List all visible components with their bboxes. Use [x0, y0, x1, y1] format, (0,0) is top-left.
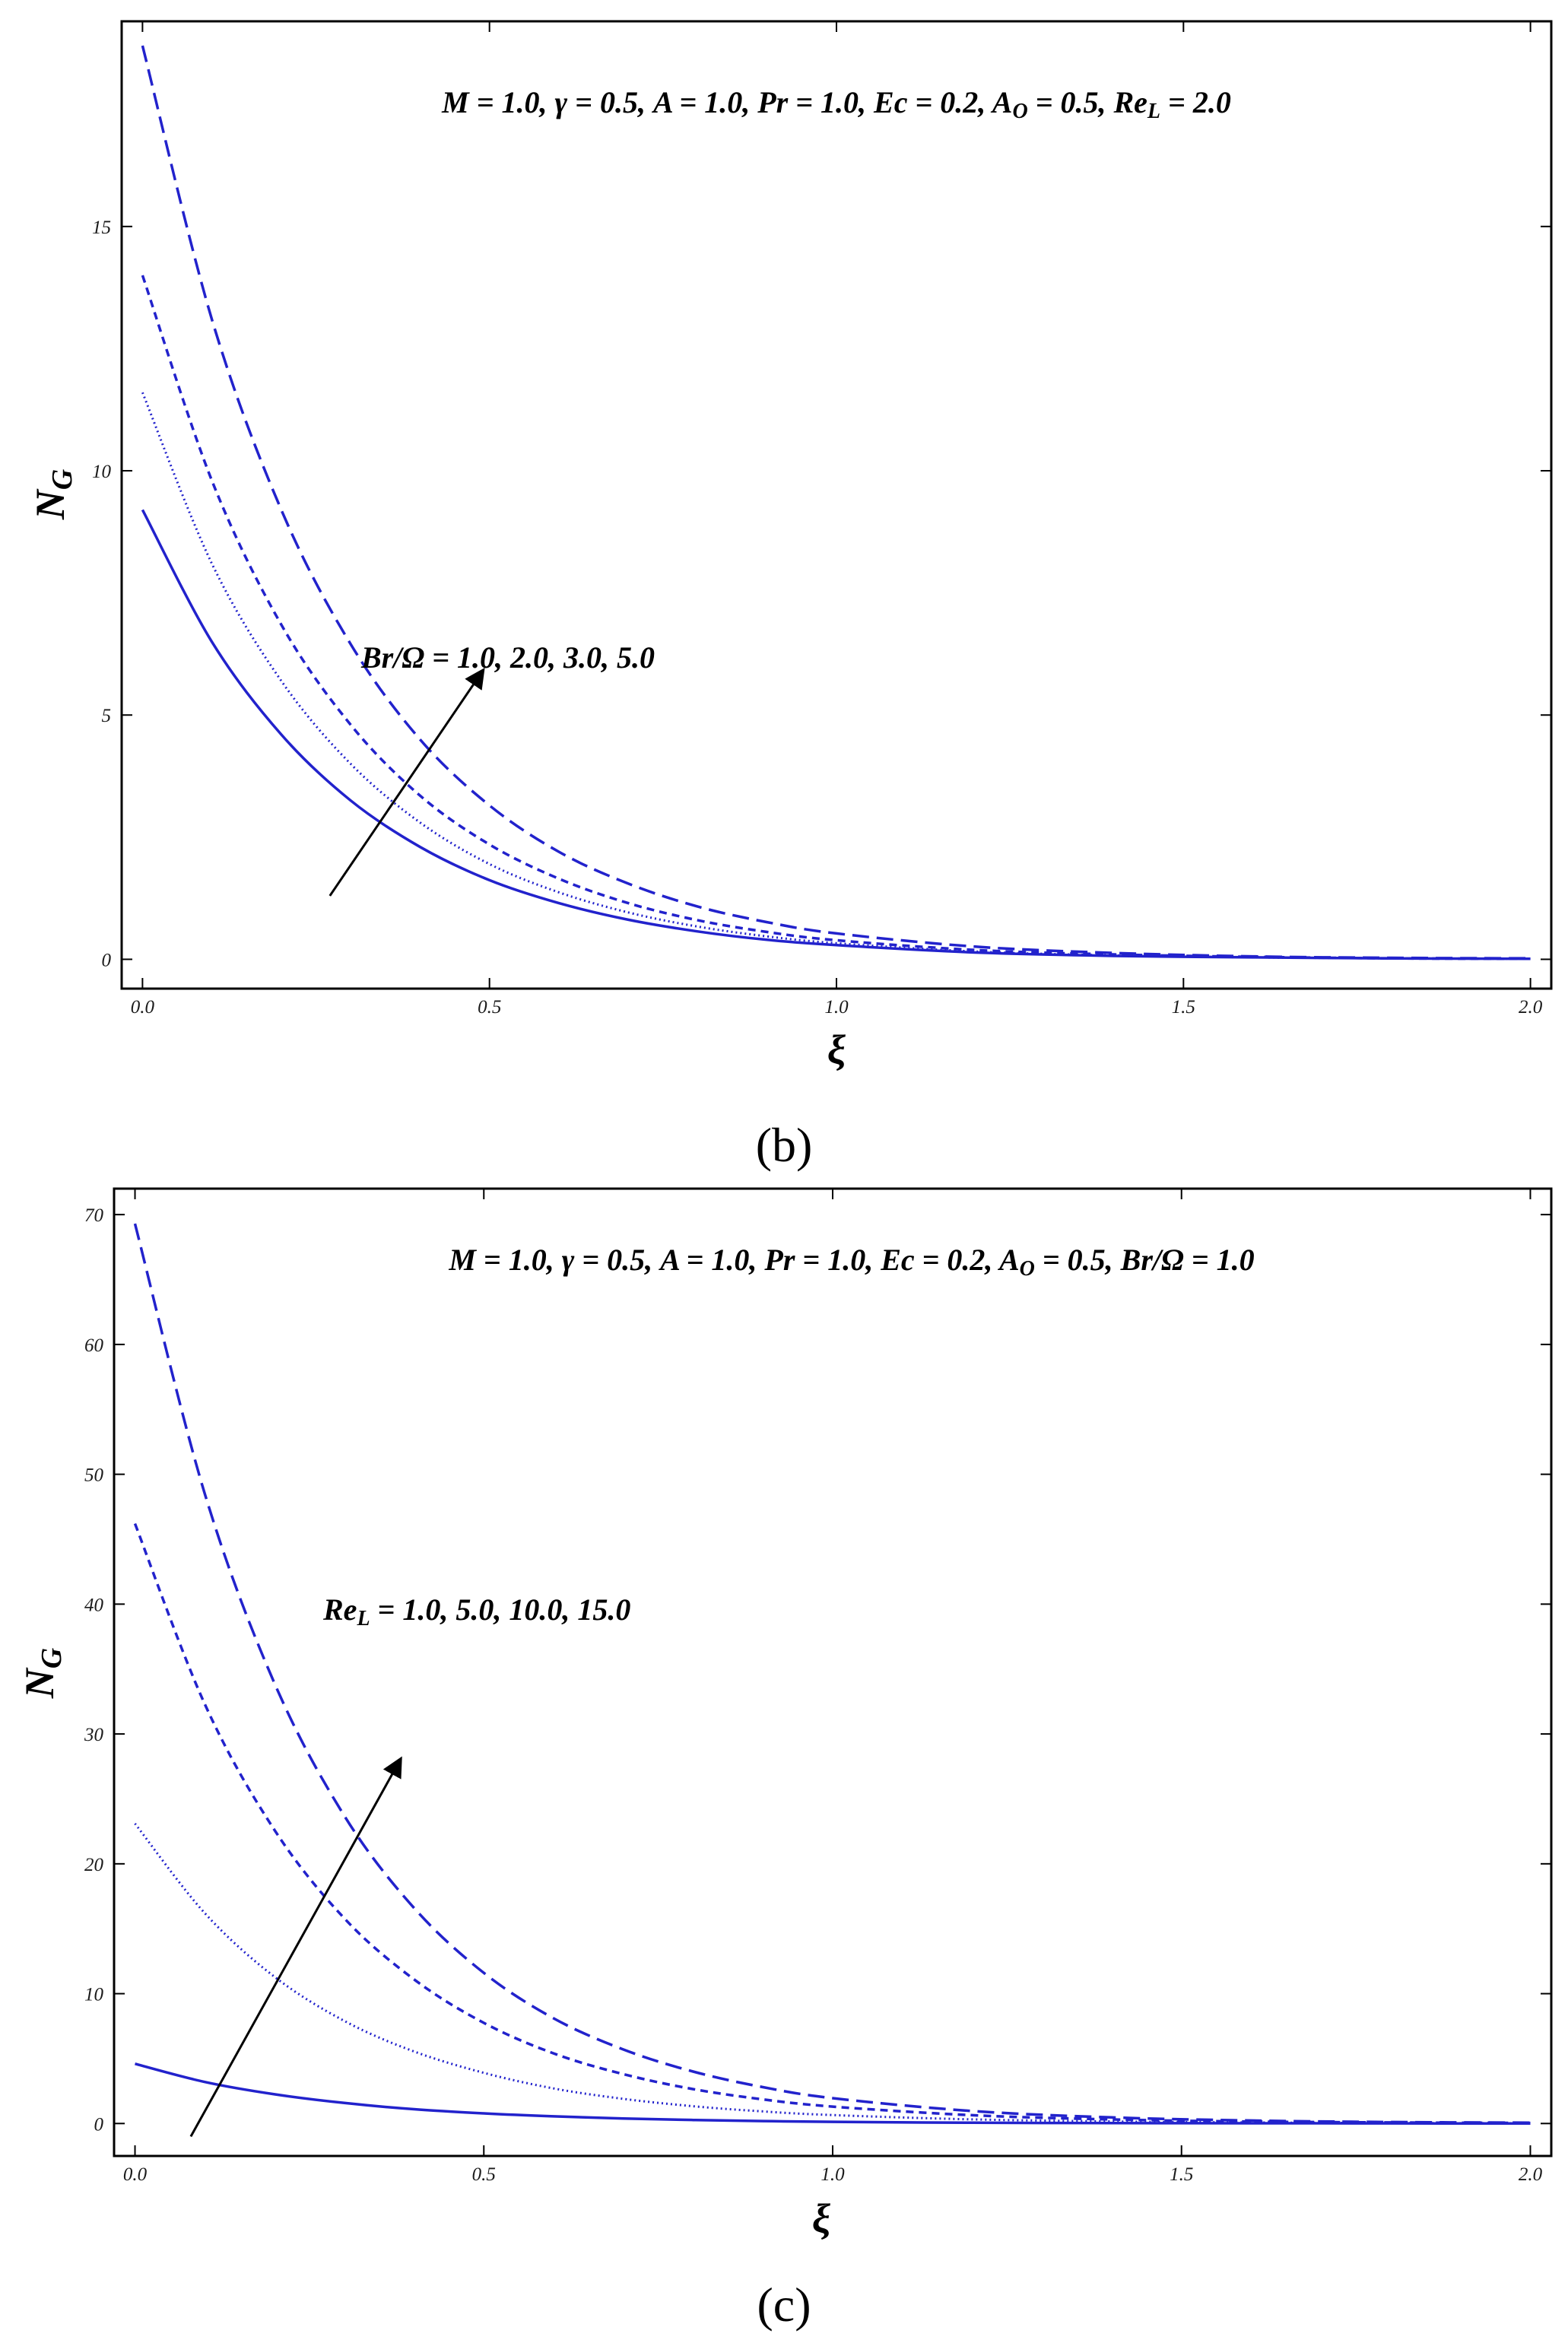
y-tick-label: 0 — [94, 2114, 104, 2135]
x-tick-label: 1.0 — [821, 2164, 845, 2185]
tick-layer: 0.0 0.5 1.0 1.5 2.0 0 5 10 15 — [92, 21, 1551, 1018]
series-layer — [133, 1223, 1531, 2126]
y-tick-label: 60 — [84, 1335, 104, 1356]
series-line-3 — [141, 275, 1531, 960]
y-axis-label: NG — [17, 1648, 68, 1699]
x-tick-label: 2.0 — [1519, 997, 1543, 1018]
series-layer — [141, 45, 1531, 960]
plot-frame — [120, 20, 1553, 990]
x-axis-label: ξ — [812, 2196, 830, 2241]
x-tick-label: 0.0 — [123, 2164, 148, 2185]
arrow-label: ReL = 1.0, 5.0, 10.0, 15.0 — [322, 1592, 630, 1630]
tick-layer: 0.0 0.5 1.0 1.5 2.0 0 10 20 30 40 50 60 70 — [84, 1189, 1551, 2185]
chart-panel-b: 0.0 0.5 1.0 1.5 2.0 0 5 10 15 M = 1.0, γ = 0.5, … — [27, 20, 1553, 1172]
x-axis-label: ξ — [827, 1027, 846, 1072]
series-line-2 — [134, 1822, 1531, 2125]
parameters-text: M = 1.0, γ = 0.5, A = 1.0, Pr = 1.0, Ec … — [441, 85, 1231, 123]
y-tick-label: 10 — [84, 1985, 104, 2005]
y-tick-label: 0 — [102, 950, 112, 970]
parameters-text: M = 1.0, γ = 0.5, A = 1.0, Pr = 1.0, Ec … — [448, 1243, 1254, 1281]
y-tick-label: 10 — [92, 462, 112, 482]
y-tick-label: 40 — [84, 1595, 104, 1615]
series-line-2 — [141, 392, 1531, 960]
y-tick-label: 15 — [92, 217, 111, 238]
y-tick-label: 70 — [84, 1205, 104, 1226]
arrow — [189, 1756, 402, 2138]
x-tick-label: 0.5 — [478, 997, 501, 1018]
plot-frame — [113, 1187, 1553, 2157]
x-tick-label: 0.0 — [131, 997, 155, 1018]
series-line-4 — [133, 1223, 1531, 2125]
chart-panel-c: 0.0 0.5 1.0 1.5 2.0 0 10 20 30 40 50 60 70 M = 1.0, … — [17, 1187, 1553, 2332]
series-line-1 — [141, 509, 1531, 960]
y-tick-label: 20 — [84, 1855, 104, 1875]
y-tick-label: 5 — [102, 706, 112, 726]
arrow — [329, 667, 485, 897]
panel-label: (c) — [757, 2278, 811, 2332]
panel-label: (b) — [756, 1118, 813, 1172]
x-tick-label: 0.5 — [472, 2164, 496, 2185]
x-tick-label: 1.0 — [824, 997, 849, 1018]
series-line-4 — [141, 45, 1531, 960]
series-line-3 — [133, 1522, 1531, 2125]
x-tick-label: 2.0 — [1519, 2164, 1543, 2185]
arrow-label: Br/Ω = 1.0, 2.0, 3.0, 5.0 — [360, 640, 655, 675]
y-tick-label: 50 — [84, 1465, 104, 1486]
x-tick-label: 1.5 — [1170, 2164, 1193, 2185]
y-axis-label: NG — [27, 469, 78, 520]
x-tick-label: 1.5 — [1172, 997, 1195, 1018]
y-tick-label: 30 — [84, 1725, 104, 1745]
series-line-1 — [135, 2062, 1531, 2126]
